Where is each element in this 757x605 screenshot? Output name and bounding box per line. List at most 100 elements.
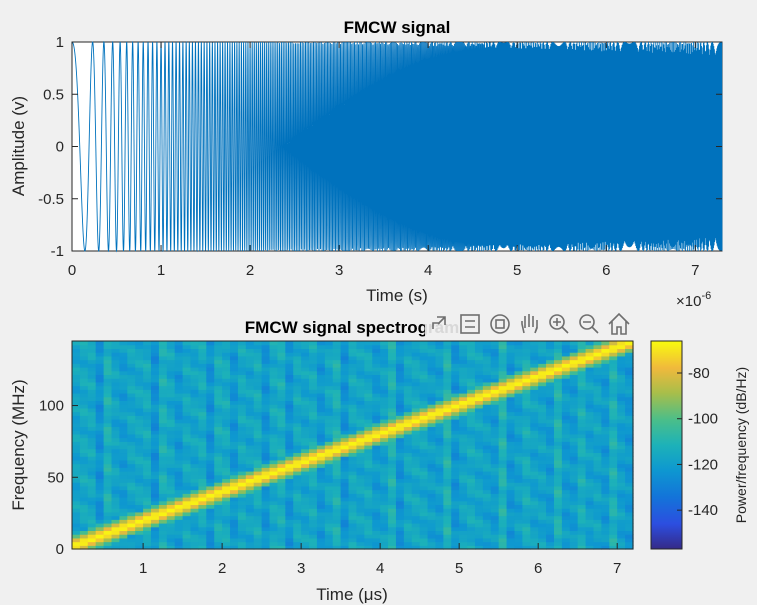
spectrogram-cell: [561, 474, 571, 480]
spectrogram-cell: [309, 370, 318, 376]
pan-icon[interactable]: [521, 314, 538, 334]
spectrogram-cell: [111, 396, 121, 402]
spectrogram-cell: [127, 500, 136, 506]
spectrogram-cell: [214, 493, 223, 498]
spectrogram-cell: [356, 437, 365, 442]
spectrogram-cell: [158, 374, 168, 379]
spectrogram-cell: [230, 381, 239, 387]
spectrogram-cell: [293, 407, 302, 413]
spectrogram-cell: [530, 415, 539, 420]
spectrogram-cell: [198, 500, 207, 506]
spectrogram-cell: [427, 441, 437, 446]
spectrogram-cell: [403, 519, 413, 524]
spectrogram-cell: [277, 367, 286, 372]
spectrogram-cell: [230, 474, 239, 480]
spectrogram-cell: [111, 471, 121, 476]
spectrogram-cell: [245, 523, 255, 528]
spectrogram-cell: [72, 433, 81, 439]
spectrogram-cell: [506, 374, 516, 379]
spectrogram-cell: [214, 370, 223, 376]
spectrogram-cell: [309, 541, 318, 546]
spectrogram-cell: [332, 363, 342, 368]
spectrogram-cell: [546, 545, 555, 550]
spectrogram-cell: [561, 419, 571, 424]
spectrogram-cell: [301, 471, 310, 476]
spectrogram-cell: [617, 441, 626, 446]
spectrogram-cell: [245, 534, 255, 539]
spectrogram-cell: [332, 422, 342, 428]
spectrogram-cell: [206, 497, 215, 502]
spectrogram-cell: [577, 341, 587, 346]
spectrogram-cell: [577, 497, 587, 502]
spectrogram-cell: [324, 511, 334, 517]
spectrogram-cell: [593, 433, 602, 439]
spectrogram-cell: [166, 419, 176, 424]
spectrogram-cell: [498, 508, 508, 513]
spectrogram-cell: [546, 534, 555, 539]
spectrogram-cell: [617, 504, 626, 509]
spectrogram-cell: [182, 534, 192, 539]
spectrogram-cell: [593, 374, 602, 379]
spectrogram-cell: [601, 407, 610, 413]
spectrogram-cell: [380, 530, 389, 535]
colorbar[interactable]: -80-100-120-140: [650, 340, 718, 550]
spectrogram-cell: [530, 523, 539, 528]
spectrogram-cell: [617, 515, 626, 520]
spectrogram-cell: [522, 433, 531, 439]
spectrogram-cell: [332, 370, 342, 376]
spectrogram-cell: [427, 515, 437, 520]
spectrogram-cell: [190, 396, 200, 402]
spectrogram-cell: [451, 511, 460, 517]
spectrogram-cell: [459, 463, 468, 468]
export-icon[interactable]: [432, 316, 446, 329]
zoom-in-icon[interactable]: [549, 314, 569, 334]
spectrogram-cell: [356, 523, 365, 528]
home-icon[interactable]: [608, 312, 630, 335]
spectrogram-cell: [372, 359, 381, 364]
spectrogram-cell: [625, 348, 634, 353]
spectrogram-cell: [530, 526, 539, 532]
spectrogram-cell: [482, 411, 492, 416]
spectrogram-cell: [617, 415, 626, 420]
spectrogram-cell: [364, 541, 373, 546]
spectrogram-cell: [411, 545, 421, 550]
spectrogram-cell: [372, 485, 381, 491]
spectrogram-cell: [482, 400, 492, 405]
spectrogram-cell: [340, 441, 350, 446]
spectrogram-cell: [514, 511, 523, 517]
spectrogram-cell: [222, 355, 231, 361]
spectrogram-cell: [324, 341, 334, 346]
rotate-icon[interactable]: [490, 314, 510, 334]
spectrogram-cell: [419, 515, 429, 520]
spectrogram-cell: [372, 422, 381, 428]
zoom-out-icon[interactable]: [579, 314, 599, 334]
spectrogram-cell: [419, 523, 429, 528]
spectrogram-cell: [601, 411, 610, 416]
spectrogram-cell: [135, 400, 144, 405]
spectrogram-cell: [72, 467, 81, 472]
spectrogram-cell: [198, 348, 207, 353]
spectrogram-cell: [372, 545, 381, 550]
spectrogram-cell: [151, 426, 160, 431]
spectrogram-cell: [601, 489, 610, 494]
spectrogram-cell: [380, 407, 389, 413]
spectrogram-cell: [293, 370, 302, 376]
spectrogram-cell: [443, 508, 452, 513]
spectrogram-cell: [617, 474, 626, 480]
spectrogram-cell: [301, 456, 310, 461]
spectrogram-cell: [182, 389, 192, 394]
datatips-icon[interactable]: [460, 314, 480, 334]
spectrogram-cell: [506, 355, 516, 361]
spectrogram-cell: [79, 515, 89, 520]
spectrogram-cell: [411, 359, 421, 364]
spectrogram-cell: [380, 422, 389, 428]
spectrogram-cell: [474, 363, 484, 368]
spectrogram-cell: [561, 471, 571, 476]
spectrogram-cell: [87, 497, 97, 502]
spectrogram-cell: [617, 534, 626, 539]
spectrogram-cell: [151, 504, 160, 509]
spectrogram-cell: [166, 456, 176, 461]
spectrogram-cell: [593, 526, 602, 532]
